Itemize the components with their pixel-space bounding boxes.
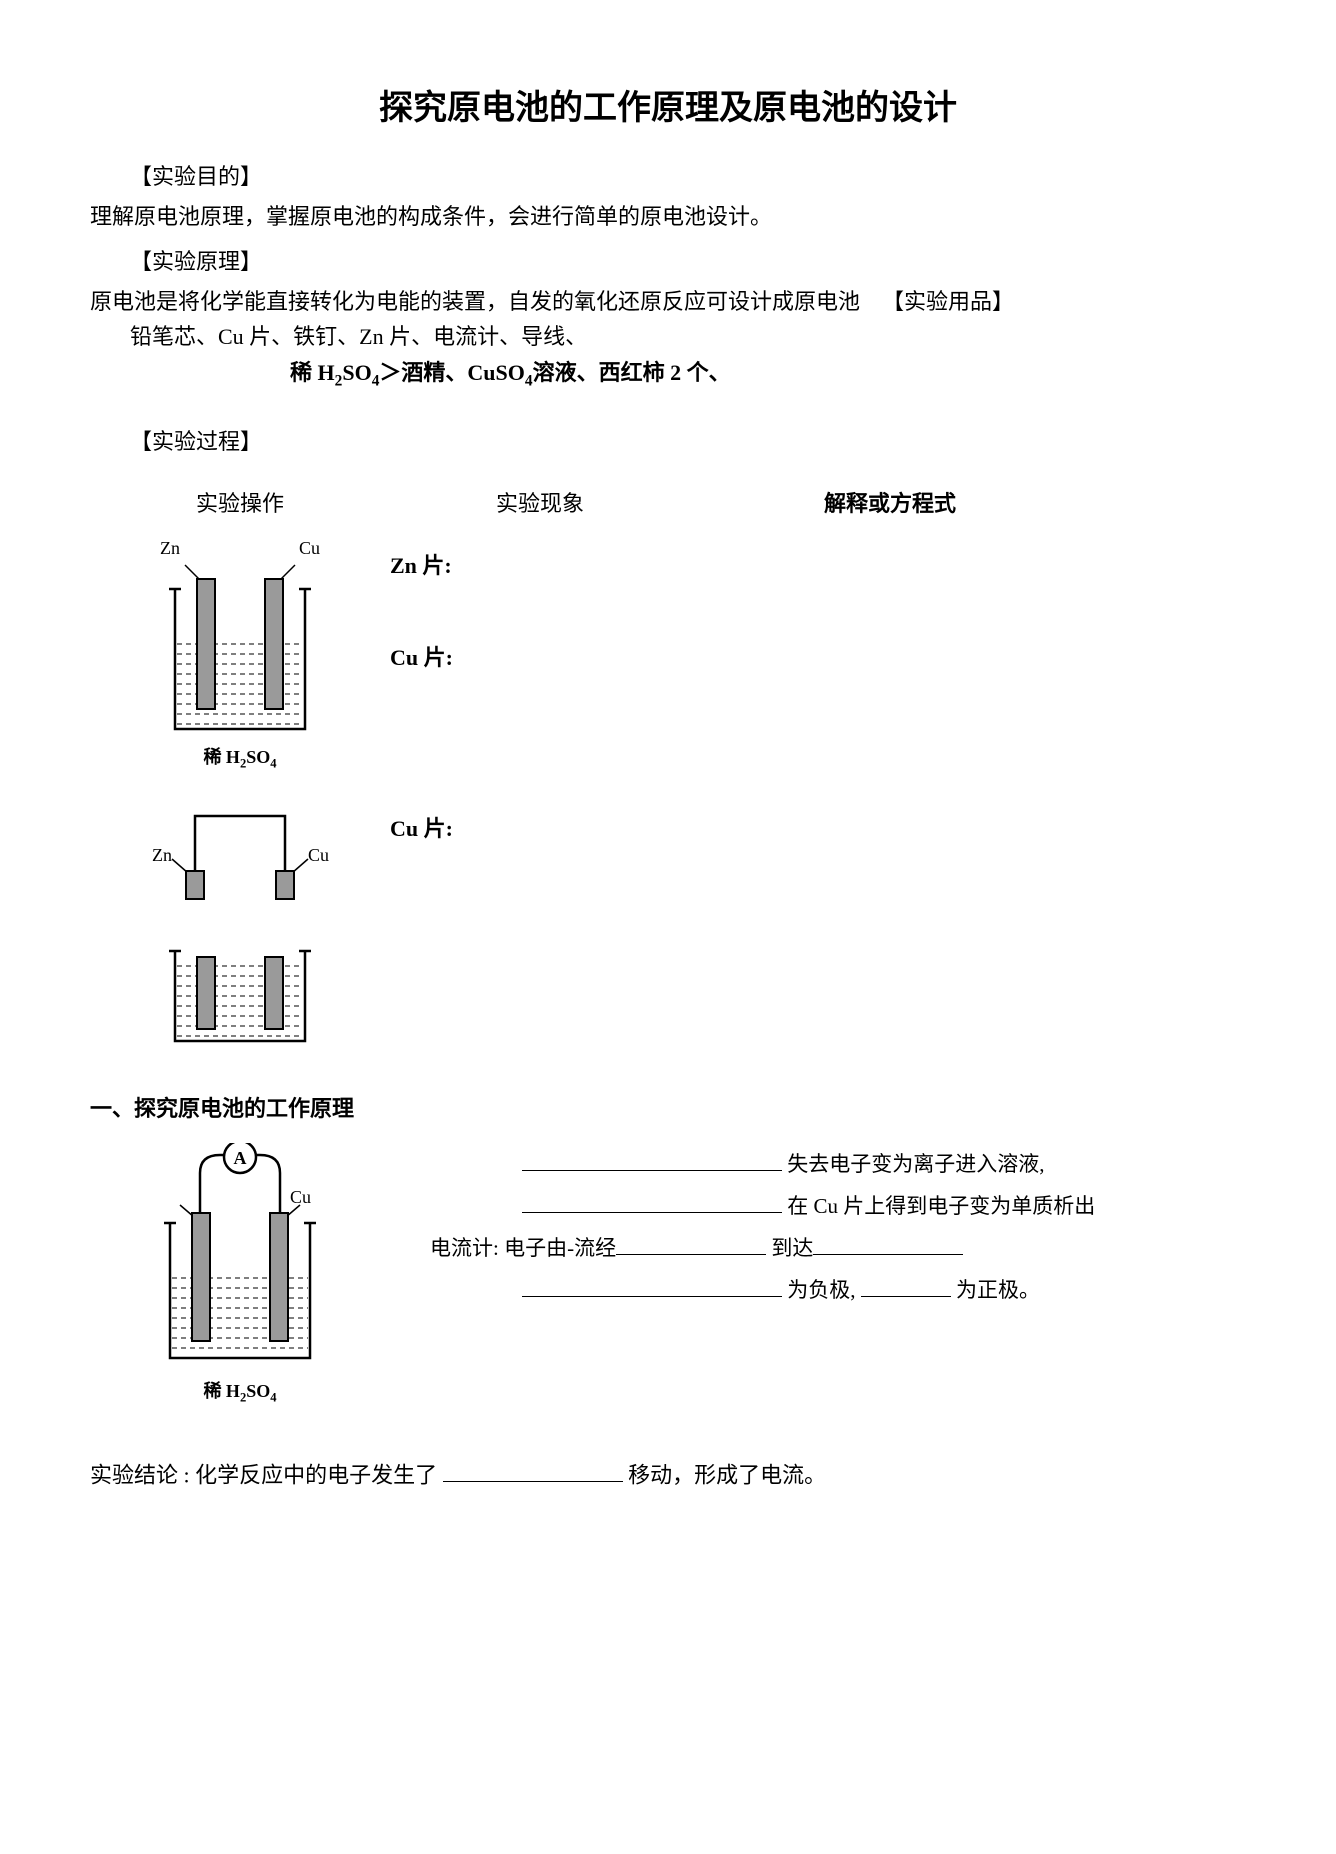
text-fragment: 稀 H bbox=[203, 1381, 240, 1401]
text-fragment: SO bbox=[246, 1381, 270, 1401]
col-operation: 实验操作 bbox=[90, 486, 390, 518]
fill-line-3: 电流计: 电子由-流经 到达 bbox=[430, 1227, 1246, 1269]
cu-piece-label: Cu 片: bbox=[390, 640, 690, 672]
fill-line-4: 为负极, 为正极。 bbox=[430, 1269, 1246, 1311]
fill-row: A Cu bbox=[90, 1143, 1246, 1406]
ammeter-label: A bbox=[234, 1148, 247, 1168]
cu-piece-label-2: Cu 片: bbox=[390, 811, 690, 843]
text-fragment: ＞酒精、CuSO bbox=[379, 360, 524, 385]
section-1-head: 一、探究原电池的工作原理 bbox=[90, 1091, 1246, 1123]
text-fragment: 实验结论 : 化学反应中的电子发生了 bbox=[90, 1462, 437, 1487]
blank-field[interactable] bbox=[861, 1272, 951, 1297]
blank-field[interactable] bbox=[522, 1188, 782, 1213]
fill-line-2: 在 Cu 片上得到电子变为单质析出 bbox=[430, 1185, 1246, 1227]
col-explain: 解释或方程式 bbox=[690, 486, 1090, 518]
diagram-ammeter-beaker: A Cu bbox=[90, 1143, 390, 1406]
materials-line1: 铅笔芯、Cu 片、铁钉、Zn 片、电流计、导线、 bbox=[130, 319, 1246, 354]
wire-icon: Zn Cu bbox=[140, 801, 340, 911]
text-fragment: 在 Cu 片上得到电子变为单质析出 bbox=[787, 1194, 1095, 1218]
blank-field[interactable] bbox=[522, 1146, 782, 1171]
purpose-text: 理解原电池原理，掌握原电池的构成条件，会进行简单的原电池设计。 bbox=[90, 199, 1246, 234]
blank-field[interactable] bbox=[522, 1272, 782, 1297]
diagram-beaker-1: Zn Cu bbox=[90, 538, 390, 772]
principle-text: 原电池是将化学能直接转化为电能的装置，自发的氧化还原反应可设计成原电池 bbox=[90, 289, 860, 314]
page-title: 探究原电池的工作原理及原电池的设计 bbox=[90, 80, 1246, 129]
text-fragment: SO bbox=[342, 360, 371, 385]
experiment-row-3 bbox=[90, 941, 1246, 1051]
col-phenomenon: 实验现象 bbox=[390, 486, 690, 518]
text-fragment: 溶液、西红柿 2 个、 bbox=[533, 360, 731, 385]
ammeter-beaker-icon: A Cu bbox=[140, 1143, 340, 1373]
blank-field[interactable] bbox=[813, 1230, 963, 1255]
cu-label: Cu bbox=[299, 538, 320, 559]
text-fragment: 电子由-流经 bbox=[504, 1236, 616, 1260]
blank-field[interactable] bbox=[443, 1456, 623, 1482]
section-process-head: 【实验过程】 bbox=[130, 424, 1246, 456]
cu-label-svg: Cu bbox=[308, 845, 329, 865]
text-fragment: 稀 H bbox=[203, 747, 240, 767]
section-purpose-head: 【实验目的】 bbox=[130, 159, 1246, 191]
zn-piece-label: Zn 片: bbox=[390, 548, 690, 580]
materials-head: 【实验用品】 bbox=[882, 289, 1014, 314]
blank-field[interactable] bbox=[616, 1230, 766, 1255]
text-fragment: 稀 H bbox=[290, 360, 335, 385]
beaker-caption-2: 稀 H2SO4 bbox=[140, 1377, 340, 1406]
cu-label-svg-2: Cu bbox=[290, 1187, 311, 1207]
diagram-beaker-small bbox=[90, 941, 390, 1051]
phenomenon-cell-2: Cu 片: bbox=[390, 801, 690, 843]
fill-blanks-block: 失去电子变为离子进入溶液, 在 Cu 片上得到电子变为单质析出 电流计: 电子由… bbox=[390, 1143, 1246, 1311]
section-principle-head: 【实验原理】 bbox=[130, 244, 1246, 276]
conclusion-line: 实验结论 : 化学反应中的电子发生了 移动，形成了电流。 bbox=[90, 1456, 1246, 1489]
experiment-row-2: Zn Cu Cu 片: bbox=[90, 801, 1246, 911]
experiment-row-1: Zn Cu bbox=[90, 538, 1246, 772]
zn-label-svg: Zn bbox=[152, 845, 172, 865]
fill-line-1: 失去电子变为离子进入溶液, bbox=[430, 1143, 1246, 1185]
text-fragment: SO bbox=[246, 747, 270, 767]
diagram-wire: Zn Cu bbox=[90, 801, 390, 911]
zn-label: Zn bbox=[160, 538, 180, 559]
text-fragment: 移动，形成了电流。 bbox=[628, 1462, 826, 1487]
text-fragment: 为负极, bbox=[787, 1278, 861, 1302]
phenomenon-cell-1: Zn 片: Cu 片: bbox=[390, 538, 690, 672]
principle-row: 原电池是将化学能直接转化为电能的装置，自发的氧化还原反应可设计成原电池 【实验用… bbox=[90, 284, 1246, 319]
materials-line2: 稀 H2SO4＞酒精、CuSO4溶液、西红柿 2 个、 bbox=[290, 355, 1246, 394]
table-header-row: 实验操作 实验现象 解释或方程式 bbox=[90, 486, 1246, 518]
flow-prefix: 电流计: bbox=[430, 1236, 499, 1260]
text-fragment: 为正极。 bbox=[956, 1278, 1040, 1302]
text-fragment: 失去电子变为离子进入溶液, bbox=[787, 1152, 1044, 1176]
text-fragment: 到达 bbox=[771, 1236, 813, 1260]
beaker-icon bbox=[155, 559, 325, 739]
beaker-small-icon bbox=[155, 941, 325, 1051]
beaker-caption: 稀 H2SO4 bbox=[140, 743, 340, 772]
